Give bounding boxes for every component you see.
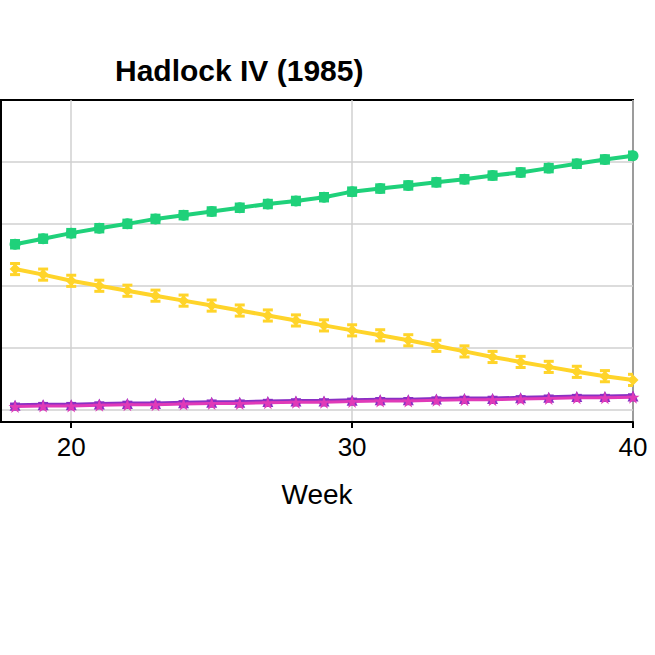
svg-text:30: 30 [338, 432, 367, 462]
svg-text:Hadlock IV (1985): Hadlock IV (1985) [115, 54, 363, 87]
svg-text:20: 20 [57, 432, 86, 462]
svg-text:Week: Week [281, 479, 353, 510]
svg-text:40: 40 [619, 432, 648, 462]
